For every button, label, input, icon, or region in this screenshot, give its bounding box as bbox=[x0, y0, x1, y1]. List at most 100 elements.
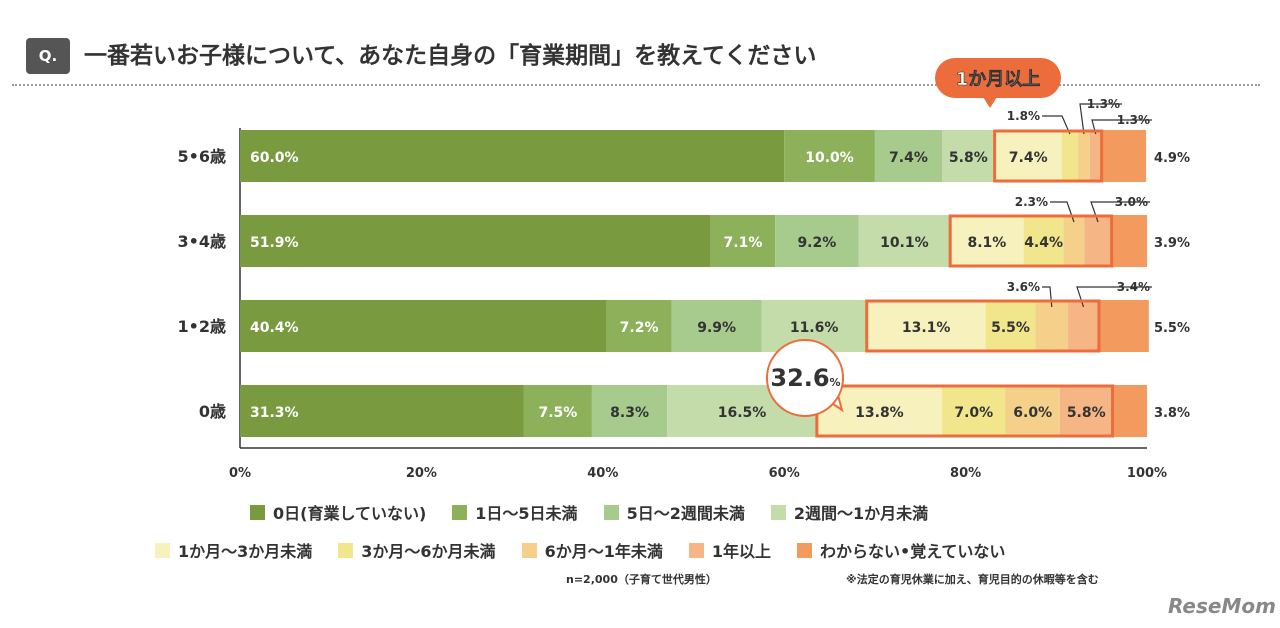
legend-item: 5日～2週間未満 bbox=[603, 500, 745, 524]
bar-segment bbox=[994, 130, 1062, 182]
legend-row: 0日(育業していない) 1日～5日未満 5日～2週間未満 2週間～1か月未満 bbox=[250, 500, 1170, 524]
data-label: 4.4% bbox=[1024, 235, 1063, 251]
legend-label: 1日～5日未満 bbox=[475, 504, 578, 523]
data-label: 11.6% bbox=[790, 320, 839, 336]
data-label: 8.3% bbox=[610, 405, 649, 421]
data-label: 3.9% bbox=[1154, 236, 1190, 251]
x-tick-label: 100% bbox=[1127, 466, 1167, 481]
chart-title: 一番若いお子様について、あなた自身の「育業期間」を教えてください bbox=[84, 43, 817, 69]
data-label: 40.4% bbox=[250, 320, 299, 336]
data-label: 6.0% bbox=[1013, 405, 1052, 421]
legend-item: 6か月～1年未満 bbox=[521, 538, 663, 562]
bar-segment bbox=[866, 300, 986, 352]
bar-segment bbox=[1061, 130, 1079, 182]
bar-segment bbox=[1005, 385, 1060, 437]
bar-segment bbox=[1063, 215, 1085, 267]
callout-pointer bbox=[983, 97, 997, 108]
logo: ReseMom bbox=[1168, 594, 1276, 618]
bar-segment bbox=[775, 215, 859, 267]
data-label: 31.3% bbox=[250, 405, 299, 421]
bar-segment bbox=[1111, 215, 1147, 267]
data-label: 5.5% bbox=[1154, 321, 1190, 336]
bar-segment bbox=[591, 385, 668, 437]
legend-item: 2週間～1か月未満 bbox=[770, 500, 928, 524]
data-label: 16.5% bbox=[718, 405, 767, 421]
bar-segment bbox=[1059, 385, 1113, 437]
total-unit: % bbox=[829, 376, 840, 389]
highlight-box bbox=[865, 299, 1101, 353]
bar-segment bbox=[1112, 385, 1147, 437]
question-badge: Q. bbox=[26, 38, 70, 74]
leader-line bbox=[1091, 119, 1152, 135]
bar-segment bbox=[942, 130, 995, 182]
data-label: 7.4% bbox=[1009, 150, 1048, 166]
bar-segment bbox=[858, 215, 951, 267]
legend-item: 1か月～3か月未満 bbox=[155, 538, 312, 562]
highlight-box bbox=[948, 214, 1114, 268]
data-label: 4.9% bbox=[1154, 151, 1190, 166]
legend-item: 1日～5日未満 bbox=[452, 500, 578, 524]
x-tick-label: 20% bbox=[406, 466, 437, 481]
bar-segment bbox=[1078, 130, 1090, 182]
legend-item: 3か月～6か月未満 bbox=[338, 538, 496, 562]
bar-segment bbox=[240, 215, 711, 267]
data-label: 9.2% bbox=[797, 235, 836, 251]
legend-item: 0日(育業していない) bbox=[250, 500, 426, 524]
bar-segment bbox=[710, 215, 776, 267]
data-label: 1.8% bbox=[1007, 109, 1040, 123]
data-label: 13.1% bbox=[902, 320, 951, 336]
bar-segment bbox=[240, 385, 524, 437]
bar-segment bbox=[523, 385, 592, 437]
legend-label: わからない•覚えていない bbox=[819, 542, 1006, 561]
data-label: 5.5% bbox=[991, 320, 1030, 336]
legend-swatch bbox=[603, 504, 619, 520]
legend-label: 3か月～6か月未満 bbox=[361, 542, 496, 561]
bar-segment bbox=[1101, 130, 1147, 182]
legend-label: 1年以上 bbox=[711, 542, 771, 561]
legend-swatch bbox=[770, 504, 786, 520]
highlight-box bbox=[993, 129, 1104, 183]
bar-segment bbox=[240, 130, 785, 182]
bar-segment bbox=[942, 385, 1006, 437]
x-tick-label: 80% bbox=[950, 466, 981, 481]
data-label: 51.9% bbox=[250, 235, 299, 251]
legend-swatch bbox=[521, 542, 537, 558]
bar-segment bbox=[950, 215, 1024, 267]
legend-swatch bbox=[155, 542, 170, 558]
data-label: 5.8% bbox=[949, 150, 988, 166]
legend-label: 0日(育業していない) bbox=[273, 504, 427, 523]
category-label: 3•4歳 bbox=[178, 232, 227, 251]
data-label: 3.6% bbox=[1007, 280, 1040, 294]
legend-item: 1年以上 bbox=[688, 538, 771, 562]
bar-segment bbox=[1098, 300, 1149, 352]
data-label: 7.4% bbox=[889, 150, 928, 166]
x-tick-label: 0% bbox=[229, 466, 251, 481]
data-label: 2.3% bbox=[1015, 195, 1048, 209]
bar-segment bbox=[1084, 215, 1112, 267]
legend-label: 5日～2週間未満 bbox=[626, 504, 745, 523]
data-label: 8.1% bbox=[968, 235, 1007, 251]
bar-segment bbox=[240, 300, 607, 352]
bar-segment bbox=[671, 300, 762, 352]
bar-segment bbox=[874, 130, 943, 182]
legend-swatch bbox=[452, 504, 468, 520]
data-label: 13.8% bbox=[855, 405, 904, 421]
total-circle bbox=[766, 339, 844, 417]
data-label: 5.8% bbox=[1067, 405, 1106, 421]
bar-segment bbox=[606, 300, 672, 352]
data-label: 7.1% bbox=[724, 235, 763, 251]
data-label: 10.0% bbox=[805, 150, 854, 166]
data-label: 10.1% bbox=[880, 235, 929, 251]
bar-segment bbox=[1068, 300, 1099, 352]
data-label: 7.5% bbox=[538, 405, 577, 421]
category-label: 5•6歳 bbox=[178, 147, 227, 166]
data-label: 60.0% bbox=[250, 150, 299, 166]
bar-segment bbox=[985, 300, 1036, 352]
divider bbox=[12, 84, 1260, 86]
legend: 0日(育業していない) 1日～5日未満 5日～2週間未満 2週間～1か月未満 1か月～3… bbox=[155, 500, 1170, 576]
legend-swatch bbox=[688, 542, 704, 558]
x-tick-label: 40% bbox=[587, 466, 618, 481]
bar-segment bbox=[784, 130, 875, 182]
data-label: 9.9% bbox=[697, 320, 736, 336]
